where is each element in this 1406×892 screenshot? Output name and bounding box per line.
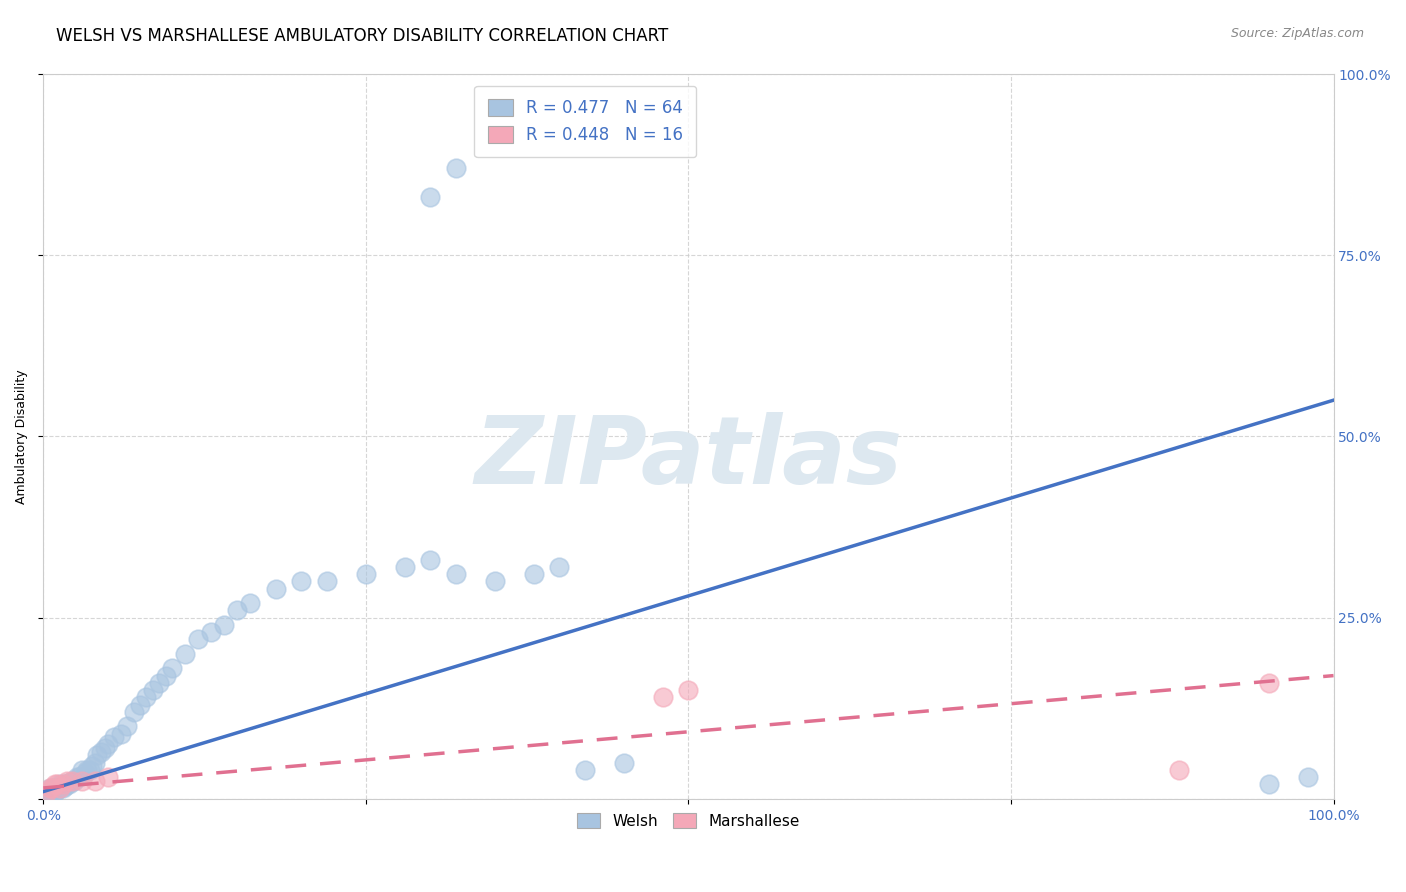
Point bbox=[76, 763, 98, 777]
Point bbox=[129, 698, 152, 712]
Point bbox=[225, 603, 247, 617]
Point bbox=[94, 741, 117, 756]
Point bbox=[37, 784, 59, 798]
Point bbox=[678, 683, 700, 698]
Point bbox=[115, 719, 138, 733]
Point bbox=[44, 784, 66, 798]
Point bbox=[148, 676, 170, 690]
Point bbox=[135, 690, 157, 705]
Point bbox=[46, 777, 69, 791]
Point bbox=[52, 777, 75, 791]
Point bbox=[97, 770, 120, 784]
Text: Source: ZipAtlas.com: Source: ZipAtlas.com bbox=[1230, 27, 1364, 40]
Point bbox=[444, 161, 467, 176]
Point bbox=[41, 783, 63, 797]
Point bbox=[354, 567, 377, 582]
Point bbox=[70, 763, 93, 777]
Point bbox=[60, 773, 83, 788]
Point bbox=[60, 773, 83, 788]
Point bbox=[83, 756, 105, 770]
Point bbox=[484, 574, 506, 589]
Point bbox=[51, 779, 73, 793]
Point bbox=[1167, 763, 1189, 777]
Y-axis label: Ambulatory Disability: Ambulatory Disability bbox=[15, 369, 28, 504]
Point bbox=[70, 773, 93, 788]
Text: ZIPatlas: ZIPatlas bbox=[474, 412, 903, 504]
Point bbox=[67, 770, 90, 784]
Point bbox=[97, 738, 120, 752]
Point bbox=[651, 690, 673, 705]
Legend: Welsh, Marshallese: Welsh, Marshallese bbox=[571, 806, 806, 835]
Point bbox=[66, 770, 89, 784]
Point bbox=[162, 661, 184, 675]
Point bbox=[103, 730, 125, 744]
Point bbox=[55, 773, 77, 788]
Point bbox=[53, 779, 76, 793]
Point bbox=[613, 756, 636, 770]
Point bbox=[58, 777, 80, 791]
Point bbox=[49, 777, 72, 791]
Point bbox=[52, 777, 75, 791]
Point bbox=[79, 763, 101, 777]
Point bbox=[49, 780, 72, 795]
Point bbox=[73, 766, 96, 780]
Point bbox=[52, 780, 75, 795]
Point bbox=[48, 780, 70, 795]
Point bbox=[200, 625, 222, 640]
Point bbox=[110, 726, 132, 740]
Point bbox=[548, 560, 571, 574]
Point bbox=[45, 780, 67, 795]
Point bbox=[574, 763, 596, 777]
Point bbox=[46, 783, 69, 797]
Point bbox=[212, 618, 235, 632]
Point bbox=[86, 748, 108, 763]
Point bbox=[419, 552, 441, 566]
Point bbox=[239, 596, 262, 610]
Point bbox=[522, 567, 544, 582]
Point bbox=[264, 582, 287, 596]
Point bbox=[82, 759, 104, 773]
Point bbox=[142, 683, 165, 698]
Point bbox=[122, 705, 145, 719]
Point bbox=[38, 780, 60, 795]
Point bbox=[41, 780, 63, 795]
Point bbox=[63, 773, 86, 788]
Point bbox=[155, 668, 177, 682]
Point bbox=[39, 784, 62, 798]
Point bbox=[1296, 770, 1319, 784]
Point bbox=[316, 574, 339, 589]
Point bbox=[83, 773, 105, 788]
Point bbox=[37, 784, 59, 798]
Point bbox=[37, 784, 59, 798]
Point bbox=[444, 567, 467, 582]
Point bbox=[1258, 676, 1281, 690]
Point bbox=[419, 190, 441, 204]
Point bbox=[44, 777, 66, 791]
Point bbox=[55, 777, 77, 791]
Point bbox=[394, 560, 416, 574]
Point bbox=[42, 780, 65, 795]
Point bbox=[187, 632, 209, 647]
Point bbox=[56, 776, 79, 790]
Point bbox=[38, 780, 60, 795]
Point bbox=[1258, 777, 1281, 791]
Text: WELSH VS MARSHALLESE AMBULATORY DISABILITY CORRELATION CHART: WELSH VS MARSHALLESE AMBULATORY DISABILI… bbox=[56, 27, 668, 45]
Point bbox=[90, 745, 112, 759]
Point bbox=[174, 647, 197, 661]
Point bbox=[290, 574, 312, 589]
